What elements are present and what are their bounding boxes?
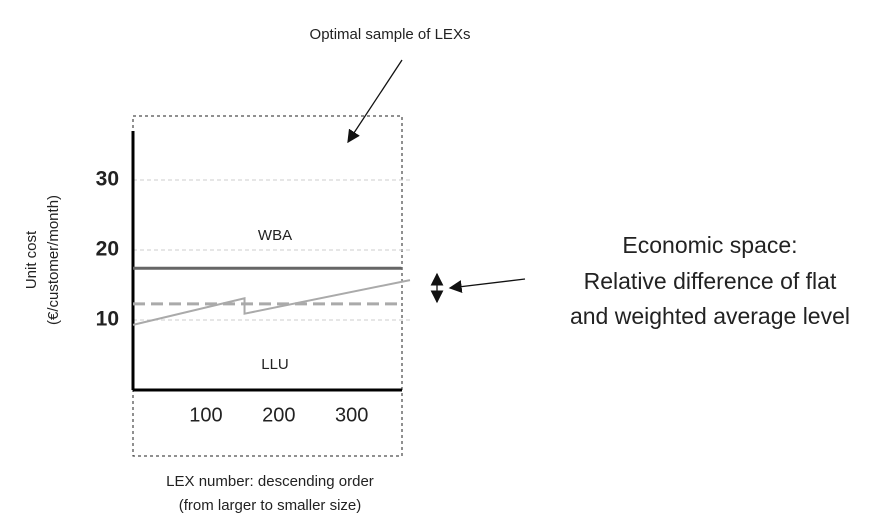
y-axis-label: (€/customer/month) bbox=[45, 195, 62, 325]
x-axis-label: (from larger to smaller size) bbox=[179, 497, 362, 514]
sample-box bbox=[132, 115, 403, 457]
series-label: LLU bbox=[261, 356, 289, 373]
y-axis-label: Unit cost bbox=[23, 230, 40, 289]
y-tick-label: 20 bbox=[96, 238, 119, 261]
series-label: WBA bbox=[258, 227, 292, 244]
annotation-arrow bbox=[448, 278, 526, 294]
y-tick-label: 10 bbox=[96, 308, 119, 331]
x-tick-label: 300 bbox=[335, 404, 368, 426]
y-tick-label: 30 bbox=[96, 168, 119, 191]
annotation: Economic space: bbox=[622, 232, 797, 258]
series-line bbox=[132, 279, 411, 326]
title-arrow bbox=[347, 59, 403, 144]
x-tick-label: 200 bbox=[262, 404, 295, 426]
x-tick-label: 100 bbox=[189, 404, 222, 426]
x-axis-label: LEX number: descending order bbox=[166, 473, 374, 490]
annotation: and weighted average level bbox=[570, 303, 850, 329]
chart-title: Optimal sample of LEXs bbox=[310, 26, 471, 43]
annotation: Relative difference of flat bbox=[584, 268, 837, 294]
